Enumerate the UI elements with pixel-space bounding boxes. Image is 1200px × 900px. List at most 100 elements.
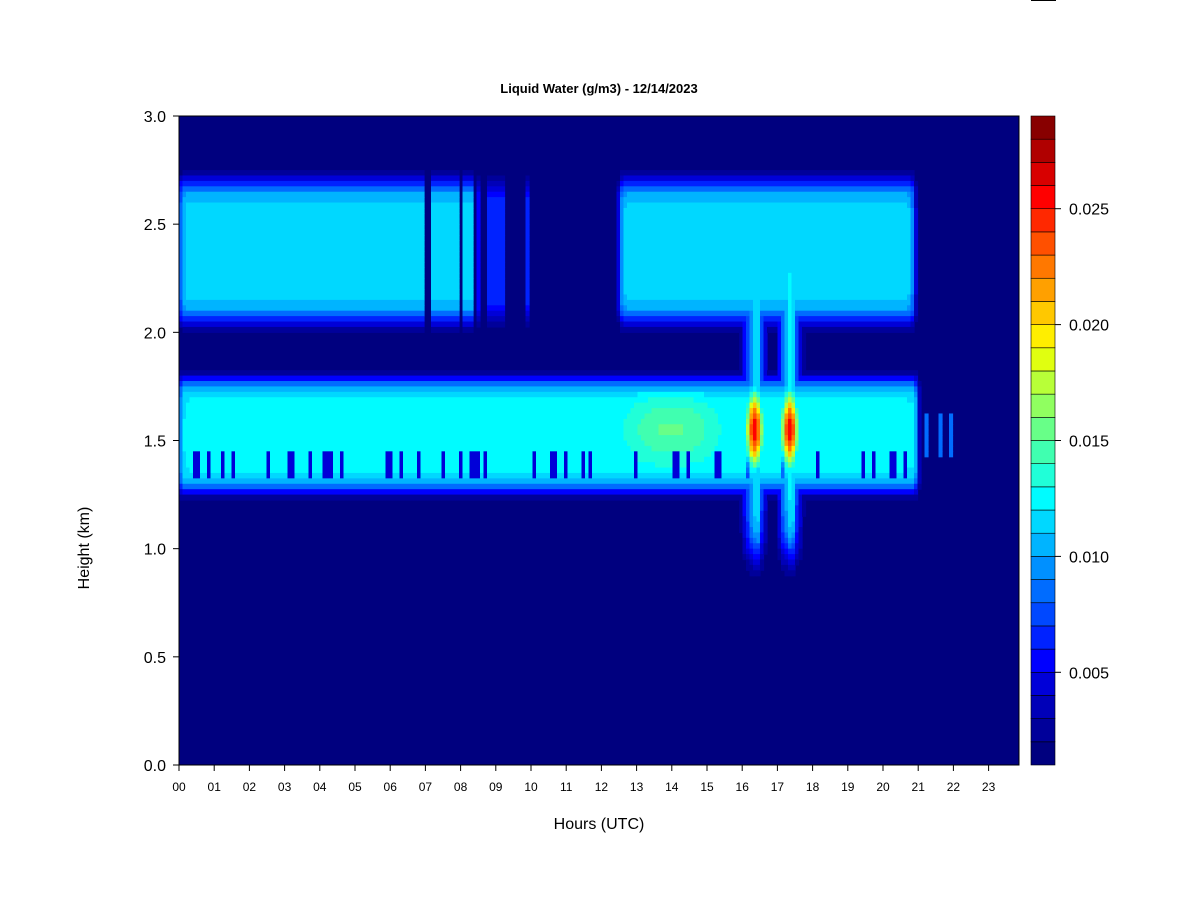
heatmap-cell [287,316,292,323]
heatmap-cell [252,251,257,258]
heatmap-cell [371,272,376,279]
heatmap-cell [221,472,226,479]
heatmap-cell [490,413,495,420]
heatmap-cell [294,213,299,220]
heatmap-cell [389,272,394,279]
heatmap-cell [228,180,233,187]
heatmap-cell [256,451,261,458]
heatmap-cell [305,381,310,388]
heatmap-cell [375,408,380,415]
heatmap-cell [179,175,184,182]
heatmap-cell [347,267,352,274]
heatmap-cell [501,316,506,323]
heatmap-cell [249,213,254,220]
heatmap-cell [210,224,215,231]
heatmap-cell [497,429,502,436]
heatmap-cell [424,408,429,415]
heatmap-cell [210,294,215,301]
heatmap-cell [284,326,289,333]
heatmap-cell [315,467,320,474]
heatmap-cell [200,472,205,479]
heatmap-cell [270,456,275,463]
heatmap-cell [364,381,369,388]
heatmap-cell [224,316,229,323]
heatmap-cell [466,483,471,490]
heatmap-cell [329,316,334,323]
heatmap-cell [476,251,481,258]
heatmap-cell [249,278,254,285]
heatmap-cell [224,375,229,382]
heatmap-cell [252,245,257,252]
heatmap-cell [329,435,334,442]
heatmap-cell [361,381,366,388]
heatmap-cell [329,408,334,415]
heatmap-cell [245,180,250,187]
heatmap-cell [392,397,397,404]
heatmap-cell [326,272,331,279]
heatmap-cell [336,408,341,415]
heatmap-cell [389,413,394,420]
heatmap-cell [483,467,488,474]
heatmap-cell [476,435,481,442]
heatmap-cell [252,370,257,377]
heatmap-cell [350,467,355,474]
heatmap-cell [245,207,250,214]
heatmap-cell [203,202,208,209]
heatmap-cell [245,440,250,447]
heatmap-cell [179,186,184,193]
heatmap-cell [466,494,471,501]
heatmap-cell [364,418,369,425]
heatmap-cell [308,299,313,306]
heatmap-cell [284,494,289,501]
heatmap-cell [312,456,317,463]
heatmap-cell [305,170,310,177]
heatmap-cell [368,234,373,241]
heatmap-cell [427,408,432,415]
heatmap-cell [420,170,425,177]
heatmap-cell [245,256,250,263]
heatmap-cell [406,180,411,187]
heatmap-cell [487,294,492,301]
heatmap-cell [315,321,320,328]
heatmap-cell [270,310,275,317]
heatmap-cell [284,299,289,306]
heatmap-cell [354,408,359,415]
heatmap-cell [294,256,299,263]
heatmap-cell [392,316,397,323]
heatmap-cell [413,478,418,485]
heatmap-cell [224,418,229,425]
heatmap-cell [438,462,443,469]
heatmap-cell [466,170,471,177]
heatmap-cell [336,207,341,214]
heatmap-cell [434,202,439,209]
heatmap-cell [452,245,457,252]
heatmap-cell [308,375,313,382]
heatmap-cell [420,299,425,306]
heatmap-cell [515,435,520,442]
heatmap-cell [291,224,296,231]
heatmap-cell [378,283,383,290]
heatmap-cell [371,424,376,431]
heatmap-cell [235,294,240,301]
heatmap-cell [445,386,450,393]
heatmap-cell [347,251,352,258]
heatmap-cell [382,413,387,420]
heatmap-cell [347,494,352,501]
heatmap-cell [298,213,303,220]
heatmap-cell [354,413,359,420]
heatmap-cell [487,191,492,198]
heatmap-cell [410,391,415,398]
heatmap-cell [315,272,320,279]
heatmap-cell [427,467,432,474]
heatmap-cell [186,175,191,182]
heatmap-cell [382,462,387,469]
heatmap-cell [406,321,411,328]
heatmap-cell [252,402,257,409]
heatmap-cell [497,245,502,252]
heatmap-cell [252,467,257,474]
heatmap-cell [329,413,334,420]
heatmap-cell [217,429,222,436]
heatmap-cell [466,413,471,420]
heatmap-cell [403,478,408,485]
heatmap-cell [217,305,222,312]
